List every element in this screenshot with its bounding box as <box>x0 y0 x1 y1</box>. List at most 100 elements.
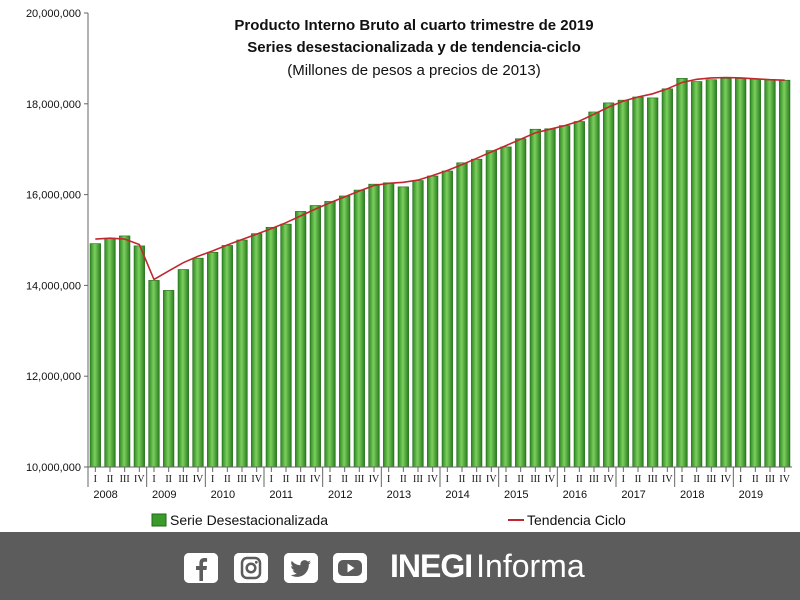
bar <box>544 128 556 468</box>
bar <box>617 99 629 468</box>
bar <box>163 290 175 468</box>
quarter-label: II <box>752 474 759 485</box>
quarter-label: II <box>459 474 466 485</box>
quarter-label: II <box>283 474 290 485</box>
bar <box>368 183 380 468</box>
bar <box>705 79 717 468</box>
quarter-label: I <box>622 474 625 485</box>
chart-title: Producto Interno Bruto al cuarto trimest… <box>234 17 593 34</box>
bar <box>353 189 365 468</box>
quarter-label: III <box>120 474 130 485</box>
y-tick-label: 20,000,000 <box>26 8 81 20</box>
bar <box>647 97 659 468</box>
quarter-label: III <box>178 474 188 485</box>
quarter-label: II <box>165 474 172 485</box>
pib-chart: Producto Interno Bruto al cuarto trimest… <box>26 8 792 528</box>
quarter-label: III <box>472 474 482 485</box>
quarter-label: II <box>341 474 348 485</box>
chart-subtitle: Series desestacionalizada y de tendencia… <box>247 39 580 56</box>
year-label: 2015 <box>504 489 528 501</box>
quarter-label: I <box>387 474 390 485</box>
bar <box>236 239 248 468</box>
twitter-link[interactable] <box>284 553 318 583</box>
bar <box>280 223 292 468</box>
quarter-label: II <box>576 474 583 485</box>
bar <box>412 180 424 468</box>
year-label: 2008 <box>93 489 117 501</box>
bar <box>691 81 703 468</box>
quarter-label: II <box>107 474 114 485</box>
quarter-label: IV <box>134 474 145 485</box>
quarter-label: IV <box>779 474 790 485</box>
bar <box>764 79 776 468</box>
quarter-label: I <box>270 474 273 485</box>
legend-label-line: Tendencia Ciclo <box>527 512 626 528</box>
instagram-link[interactable] <box>234 553 268 583</box>
quarter-label: II <box>517 474 524 485</box>
year-label: 2017 <box>621 489 645 501</box>
quarter-label: IV <box>369 474 380 485</box>
inegi-informa-logo[interactable]: INEGI Informa <box>390 548 585 588</box>
legend-label-bars: Serie Desestacionalizada <box>170 512 328 528</box>
bar <box>309 205 321 468</box>
y-tick-label: 18,000,000 <box>26 99 81 111</box>
bar <box>251 233 263 468</box>
year-label: 2013 <box>387 489 411 501</box>
bar <box>515 138 527 468</box>
quarter-label: III <box>589 474 599 485</box>
quarter-label: IV <box>193 474 204 485</box>
bar <box>661 88 673 468</box>
trend-series <box>95 76 785 281</box>
bar <box>177 269 189 468</box>
quarter-label: I <box>446 474 449 485</box>
year-label: 2018 <box>680 489 704 501</box>
quarter-label: III <box>648 474 658 485</box>
year-label: 2009 <box>152 489 176 501</box>
year-label: 2012 <box>328 489 352 501</box>
quarter-label: II <box>635 474 642 485</box>
quarter-label: I <box>152 474 155 485</box>
quarter-label: III <box>354 474 364 485</box>
bar <box>221 245 233 468</box>
quarter-label: IV <box>545 474 556 485</box>
year-label: 2010 <box>211 489 235 501</box>
bar <box>104 237 116 468</box>
y-tick-label: 16,000,000 <box>26 190 81 202</box>
quarter-label: I <box>211 474 214 485</box>
quarter-label: I <box>680 474 683 485</box>
bar <box>500 146 512 468</box>
legend-swatch-bars <box>151 513 167 527</box>
year-label: 2016 <box>563 489 587 501</box>
year-label: 2011 <box>269 489 293 501</box>
bar-series <box>89 78 791 468</box>
bar <box>441 170 453 468</box>
bar <box>573 121 585 468</box>
quarter-label: II <box>400 474 407 485</box>
facebook-link[interactable] <box>184 553 218 583</box>
trend-line <box>95 76 785 281</box>
year-label: 2014 <box>445 489 469 501</box>
quarter-label: III <box>296 474 306 485</box>
bar <box>735 78 747 468</box>
quarter-label: I <box>563 474 566 485</box>
bar <box>148 280 160 468</box>
quarter-label: I <box>739 474 742 485</box>
y-tick-label: 14,000,000 <box>26 280 81 292</box>
y-axis: 10,000,000 12,000,000 14,000,000 16,000,000… <box>26 8 89 474</box>
bar <box>133 245 145 468</box>
bar <box>529 128 541 468</box>
quarter-label: III <box>706 474 716 485</box>
bar <box>559 125 571 468</box>
bar <box>192 257 204 468</box>
brand-informa: Informa <box>476 548 585 584</box>
chart-units-note: (Millones de pesos a precios de 2013) <box>287 62 540 79</box>
youtube-icon <box>333 553 367 583</box>
youtube-link[interactable] <box>333 553 367 583</box>
bar <box>295 211 307 468</box>
quarter-label: III <box>530 474 540 485</box>
quarter-label: II <box>693 474 700 485</box>
bar <box>603 102 615 468</box>
bar <box>779 79 791 468</box>
bar <box>397 186 409 468</box>
brand-inegi: INEGI <box>390 548 473 584</box>
